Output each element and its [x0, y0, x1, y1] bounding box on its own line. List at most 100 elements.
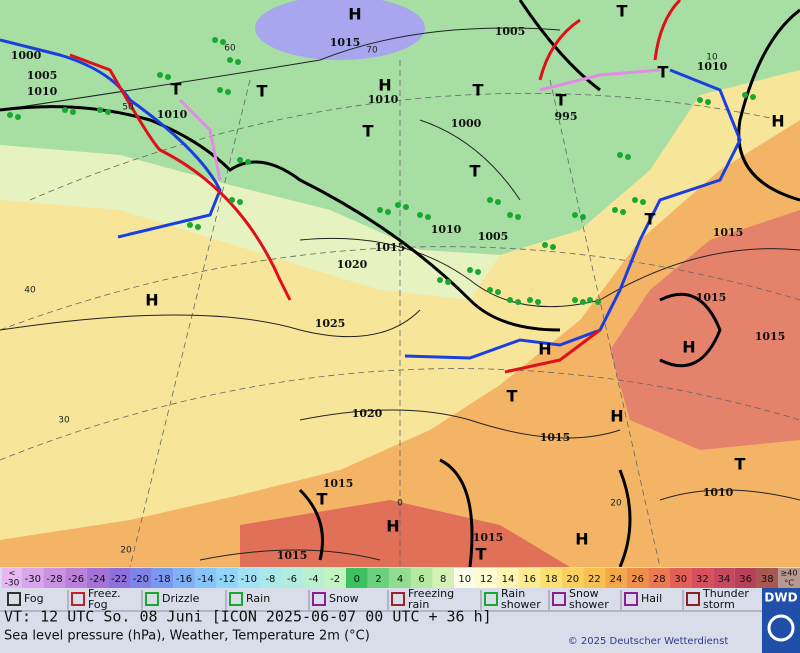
dwd-logo [762, 588, 800, 653]
isobar-label: 1015 [713, 226, 744, 239]
warm-front [538, 18, 581, 81]
scale-label: 24 [610, 574, 623, 585]
scale-label: -24 [89, 574, 105, 585]
warm-front [504, 328, 601, 374]
map: 1015100510001005101010101010100099510101… [0, 0, 800, 568]
weather-symbol [105, 109, 111, 115]
weather-symbol [235, 59, 241, 65]
graticule-label: 20 [120, 546, 132, 556]
isobar-label: 1010 [697, 60, 728, 73]
isobar-label: 1015 [473, 531, 504, 544]
cold-front [638, 68, 742, 241]
pressure-center: T [556, 91, 567, 110]
warm-area [0, 120, 800, 567]
scale-label: 34 [718, 574, 731, 585]
scale-cell [173, 568, 195, 588]
legend-label: Fog [88, 598, 108, 611]
scale-label: -20 [133, 574, 149, 585]
graticule-label: 60 [224, 44, 236, 54]
legend-label: Freez. [88, 587, 121, 600]
weather-symbol [535, 299, 541, 305]
scale-label: 20 [566, 574, 579, 585]
pressure-center: H [771, 112, 784, 131]
legend-icon [552, 592, 566, 606]
isobar-label: 1020 [337, 258, 368, 271]
scale-cell [691, 568, 714, 588]
cold-area [255, 0, 425, 60]
weather-symbol [220, 39, 226, 45]
weather-symbol [475, 269, 481, 275]
legend-label: storm [703, 598, 735, 611]
pressure-center: H [682, 338, 695, 357]
scale-cell [130, 568, 152, 588]
legend-icon [71, 592, 85, 606]
scale-cell [216, 568, 238, 588]
scale-label: 16 [523, 574, 536, 585]
scale-label: 32 [696, 574, 709, 585]
cool-area [0, 0, 800, 255]
weather-symbol [417, 212, 423, 218]
scale-cell [43, 568, 66, 588]
legend-label: Rain [501, 587, 525, 600]
pressure-center: H [145, 291, 158, 310]
scale-label: 8 [440, 574, 446, 585]
pressure-center: T [645, 210, 656, 229]
graticule-label: 20 [610, 499, 622, 509]
legend-label: shower [501, 598, 541, 611]
weather-symbol [62, 107, 68, 113]
scale-label: 26 [631, 574, 644, 585]
weather-symbol [515, 299, 521, 305]
weather-symbol [227, 57, 233, 63]
weather-symbol [632, 197, 638, 203]
scale-label: 2 [375, 574, 381, 585]
weather-symbol [617, 152, 623, 158]
scale-label: 18 [545, 574, 558, 585]
dwd-logo-text: DWD [764, 591, 797, 605]
isobar-label: 1015 [277, 549, 308, 562]
isobar-label: 1010 [368, 93, 399, 106]
legend-label: Fog [24, 592, 44, 605]
legend-label: rain [408, 598, 429, 611]
weather-symbol [377, 207, 383, 213]
weather-symbol [237, 157, 243, 163]
weather-symbol [620, 209, 626, 215]
scale-cell [756, 568, 778, 588]
troughs [0, 0, 800, 568]
weather-legend: Fog Freez.Fog Drizzle Rain Snow FreezingrainR… [7, 587, 749, 611]
scale-label: -14 [197, 574, 213, 585]
pressure-center: H [378, 76, 391, 95]
scale-cell [86, 568, 109, 588]
warm-front [69, 53, 292, 301]
pressure-center: H [348, 5, 361, 24]
scale-label: 10 [458, 574, 471, 585]
weather-symbol [157, 72, 163, 78]
pressure-center: T [317, 490, 328, 509]
pressure-center: T [470, 162, 481, 181]
legend-icon [229, 592, 243, 606]
temperature-scale: <-30 -30 -28 -26 -24 -22 -20 -18 -16 -14 -12 -10 -8-… [2, 568, 800, 589]
scale-label: 36 [739, 574, 752, 585]
occluded-front [178, 98, 222, 181]
isobar-label: 1010 [431, 223, 462, 236]
legend-label: shower [569, 598, 609, 611]
weather-symbol [385, 209, 391, 215]
weather-symbol [580, 214, 586, 220]
pressure-center: T [476, 545, 487, 564]
scale-cell [302, 568, 325, 588]
pressure-center: T [735, 455, 746, 474]
scale-cell [605, 568, 627, 588]
weather-symbol [527, 297, 533, 303]
pressure-center: T [617, 2, 628, 21]
legend-icon [145, 592, 159, 606]
scale-label: -8 [265, 574, 275, 585]
legend-label: Freezing [408, 587, 454, 600]
isobar-label: 1015 [330, 36, 361, 49]
scale-label: -6 [287, 574, 297, 585]
scale-label: 4 [397, 574, 403, 585]
weather-symbol [487, 197, 493, 203]
graticule-label: 0 [397, 499, 403, 509]
isobar-label: 995 [555, 110, 578, 123]
scale-cell [410, 568, 433, 588]
weather-symbol [212, 37, 218, 43]
